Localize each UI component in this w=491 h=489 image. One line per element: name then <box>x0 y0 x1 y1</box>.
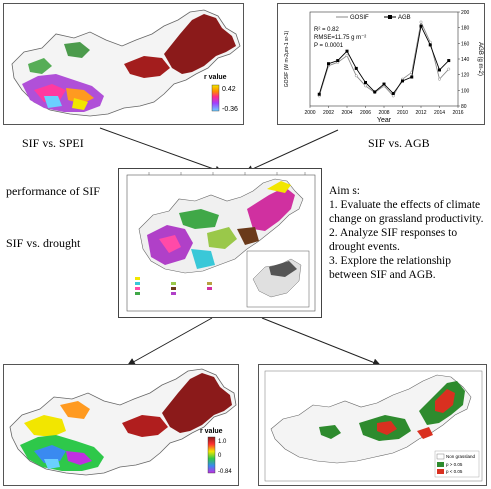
region-cyan <box>191 249 215 269</box>
stats-p: P = 0.0001 <box>314 43 344 49</box>
x-axis-ticks: 2000 2002 2004 2006 2008 2010 2012 2014 2016 <box>304 106 464 116</box>
gosif-series-point <box>419 20 423 24</box>
region-northeast <box>164 14 236 74</box>
legend-zero: 0 <box>218 453 222 459</box>
agb-series-point <box>438 68 441 72</box>
y-tick-label-right: 200 <box>461 10 470 16</box>
agb-series-point <box>345 49 349 53</box>
stats-r2: R² = 0.82 <box>314 27 340 33</box>
region-magenta-east <box>247 187 295 231</box>
x-tick-label: 2006 <box>360 110 371 116</box>
study-area-map-panel <box>118 168 322 318</box>
gosif-series-point <box>354 74 358 78</box>
legend-gosif: GOSIF <box>350 15 369 21</box>
gosif-series-point <box>391 94 395 98</box>
agb-series-point <box>428 43 432 47</box>
region-northeast <box>162 373 232 433</box>
y-tick-label-right: 120 <box>461 73 470 79</box>
study-area-map <box>126 172 316 312</box>
aim-item-2: 2. Analyze SIF responses to drought even… <box>329 227 458 253</box>
stats-rmse: RMSE=11.75 g m⁻² <box>314 35 366 41</box>
region-green <box>179 209 219 229</box>
sif-agb-significance-map: Non grassland p > 0.05 p < 0.05 <box>264 370 483 482</box>
landcover-legend <box>135 277 212 295</box>
agb-series-point <box>447 59 451 63</box>
colorbar <box>207 436 216 474</box>
y-tick-label-right: 80 <box>461 104 467 110</box>
sif-spei-map: r value 0.42 -0.36 <box>11 9 241 117</box>
legend-agb: AGB <box>398 15 411 21</box>
caption-sif-vs-spei: SIF vs. SPEI <box>22 136 84 150</box>
gosif-series-point <box>364 84 367 88</box>
caption-performance-of-sif: performance of SIF <box>6 184 100 198</box>
x-axis-label: Year <box>377 117 392 124</box>
legend-min: -0.84 <box>218 469 232 475</box>
sif-drought-map-panel: r value 1.0 0 -0.84 <box>3 364 239 486</box>
legend-non-grassland-swatch <box>436 453 445 460</box>
agb-series-point <box>410 75 414 79</box>
y-tick-label-right: 140 <box>461 57 470 63</box>
region-green-patches <box>64 42 90 58</box>
sif-agb-chart: 2000 2002 2004 2006 2008 2010 2012 2014 2016 80 1… <box>284 10 483 124</box>
legend-max: 1.0 <box>218 439 227 445</box>
x-tick-label: 2008 <box>378 110 389 116</box>
y-tick-label-right: 160 <box>461 41 470 47</box>
arrow-center-to-drought <box>127 317 213 366</box>
agb-series-point <box>401 79 404 83</box>
legend-p-gt-swatch <box>437 462 444 467</box>
region-mid-red <box>124 56 170 78</box>
legend-min: -0.36 <box>222 106 238 113</box>
region-yellow <box>24 415 66 437</box>
x-tick-label: 2002 <box>323 110 334 116</box>
colorbar <box>211 84 220 112</box>
legend-p-lt: p < 0.05 <box>446 469 463 474</box>
gosif-series-point <box>447 67 451 71</box>
agb-series-point <box>327 62 330 66</box>
agb-series-point <box>391 91 395 95</box>
x-tick-label: 2016 <box>452 110 463 116</box>
region-northeast-red <box>435 389 455 413</box>
x-tick-label: 2004 <box>341 110 352 116</box>
region-outline <box>270 374 472 464</box>
y-tick-label-right: 100 <box>461 88 470 94</box>
legend-max: 0.42 <box>222 86 236 93</box>
legend-non-grassland: Non grassland <box>446 454 476 459</box>
aim-item-3: 3. Explore the relationship between SIF … <box>329 255 451 281</box>
agb-series-point <box>364 81 367 84</box>
sif-agb-significance-map-panel: Non grassland p > 0.05 p < 0.05 <box>258 364 487 486</box>
y-tick-label-right: 180 <box>461 26 470 32</box>
x-tick-label: 2012 <box>415 110 426 116</box>
legend-p-gt: p > 0.05 <box>446 462 463 467</box>
agb-series-point <box>336 59 340 63</box>
agb-series-point <box>382 82 386 86</box>
legend-title: r value <box>204 74 227 81</box>
y-axis-ticks: 80 100 120 140 160 180 200 <box>458 10 470 110</box>
gosif-series-point <box>438 77 441 81</box>
arrow-center-to-agb-map <box>261 317 381 367</box>
aims-heading: Aim s: <box>329 185 360 197</box>
legend-title: r value <box>200 428 223 435</box>
x-tick-label: 2010 <box>397 110 408 116</box>
sif-spei-map-panel: r value 0.42 -0.36 <box>3 3 244 125</box>
x-tick-label: 2014 <box>434 110 445 116</box>
agb-series-point <box>317 92 321 96</box>
agb-series-point <box>419 24 423 28</box>
caption-sif-vs-drought: SIF vs. drought <box>6 236 81 250</box>
aim-item-1: 1. Evaluate the effects of climate chang… <box>329 199 484 225</box>
legend-p-lt-swatch <box>437 469 444 474</box>
sif-drought-map: r value 1.0 0 -0.84 <box>9 368 237 476</box>
aims-block: Aim s: 1. Evaluate the effects of climat… <box>329 184 487 282</box>
x-tick-label: 2000 <box>304 110 315 116</box>
caption-sif-vs-agb: SIF vs. AGB <box>368 136 430 150</box>
y-axis-label-left: GOSIF (W m-2μm-1 sr-1) <box>284 30 290 87</box>
arrow-spei-to-center <box>99 127 223 174</box>
agb-series-point <box>373 90 377 94</box>
agb-series-point <box>354 66 358 70</box>
arrow-agb-to-center <box>245 129 339 173</box>
y-axis-label-right: AGB (g m-2) <box>477 42 483 76</box>
sif-agb-chart-panel: 2000 2002 2004 2006 2008 2010 2012 2014 2016 80 1… <box>277 3 485 125</box>
gosif-series-point <box>345 54 349 58</box>
